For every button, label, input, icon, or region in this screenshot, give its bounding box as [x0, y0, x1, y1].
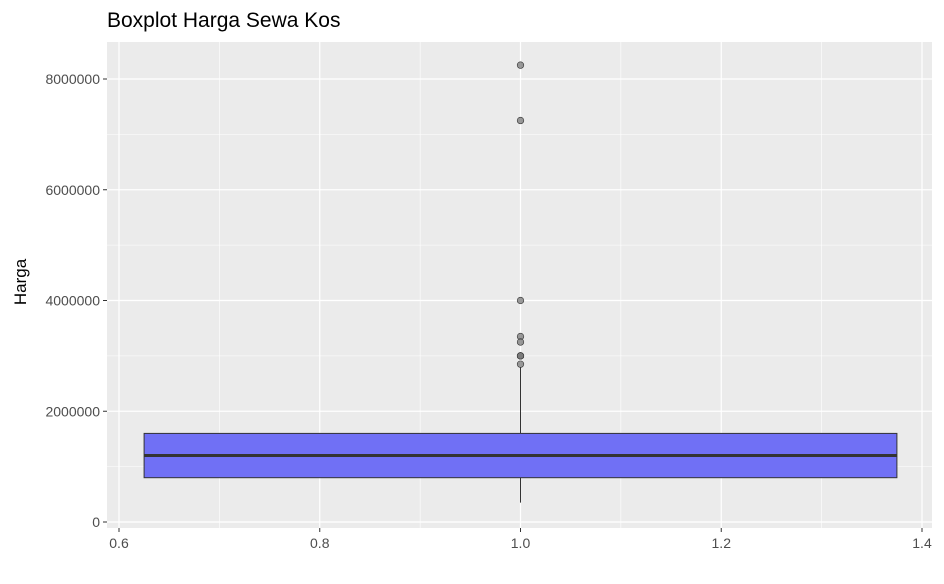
y-axis: 0 2000000 4000000 6000000 8000000 — [45, 71, 107, 530]
y-tick-label: 6000000 — [45, 182, 100, 198]
y-tick-label: 8000000 — [45, 71, 100, 87]
x-axis: 0.6 0.8 1.0 1.2 1.4 — [109, 528, 932, 551]
box-layer — [143, 366, 898, 503]
chart-title: Boxplot Harga Sewa Kos — [107, 9, 340, 32]
y-tick-label: 0 — [92, 514, 100, 530]
outlier-layer — [516, 61, 525, 368]
y-tick-label: 4000000 — [45, 293, 100, 309]
y-tick-label: 2000000 — [45, 403, 100, 419]
x-tick-label: 1.2 — [712, 535, 732, 551]
x-tick-label: 1.0 — [511, 535, 531, 551]
outlier-point — [516, 352, 525, 360]
outlier-point — [516, 116, 525, 125]
outlier-point — [516, 338, 525, 346]
outlier-point — [516, 360, 525, 368]
outlier-point — [516, 296, 525, 305]
x-tick-label: 1.4 — [912, 535, 932, 551]
x-tick-label: 0.8 — [310, 535, 330, 551]
x-tick-label: 0.6 — [109, 535, 129, 551]
outlier-point — [516, 61, 525, 69]
y-axis-label: Harga — [11, 258, 30, 305]
